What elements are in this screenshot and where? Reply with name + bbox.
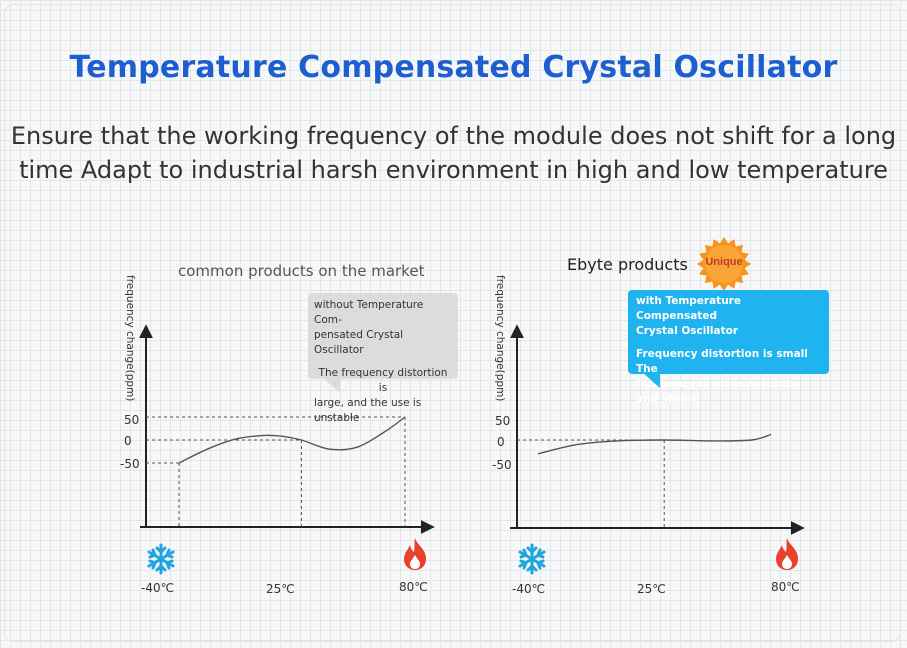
right-chart-heading: Ebyte products	[567, 255, 688, 274]
snowflake-icon	[147, 543, 175, 575]
left-chart-heading: common products on the market	[178, 262, 425, 280]
left-series-line	[178, 416, 406, 464]
unique-badge-label: Unique	[705, 256, 743, 268]
subtitle-line-1: Ensure that the working frequency of the…	[10, 122, 897, 150]
right-callout-line-3: Frequency distortion is small The	[636, 348, 808, 375]
left-ytick-minus-50: -50	[120, 457, 140, 471]
right-xtick-25: 25℃	[637, 582, 666, 596]
snowflake-icon	[518, 543, 546, 575]
left-ytick-50: 50	[124, 413, 140, 427]
left-xtick-minus-40: -40℃	[141, 581, 175, 595]
left-callout: without Temperature Com- pensated Crysta…	[308, 293, 458, 424]
flame-icon	[404, 538, 426, 570]
right-ytick-50: 50	[495, 414, 511, 428]
left-callout-tail	[322, 377, 340, 393]
right-callout: with Temperature Compensated Crystal Osc…	[628, 290, 829, 405]
left-callout-line-1: without Temperature Com-	[314, 299, 424, 326]
right-series-line	[537, 433, 772, 455]
right-callout-line-2: Crystal Oscillator	[636, 325, 739, 337]
left-callout-line-2: pensated Crystal Oscillator	[314, 329, 404, 356]
unique-badge-icon	[697, 237, 751, 291]
right-ytick-minus-50: -50	[492, 458, 512, 472]
page-frame	[4, 4, 901, 642]
left-xtick-25: 25℃	[266, 582, 295, 596]
right-callout-line-4: frequency is more accurate and stable	[636, 378, 799, 405]
flame-icon	[776, 538, 798, 570]
left-callout-line-3: The frequency distortion is	[318, 367, 448, 394]
left-xtick-80: 80℃	[399, 580, 428, 594]
left-ytick-0: 0	[124, 434, 132, 448]
left-callout-line-4: large, and the use is unstable	[314, 397, 422, 424]
right-callout-tail	[642, 372, 660, 388]
right-xtick-80: 80℃	[771, 580, 800, 594]
right-xtick-minus-40: -40℃	[512, 582, 546, 596]
right-ytick-0: 0	[497, 435, 505, 449]
page-title: Temperature Compensated Crystal Oscillat…	[69, 50, 838, 85]
right-callout-line-1: with Temperature Compensated	[636, 295, 741, 322]
left-guide-lines	[146, 416, 406, 527]
subtitle-line-2: time Adapt to industrial harsh environme…	[19, 156, 888, 184]
